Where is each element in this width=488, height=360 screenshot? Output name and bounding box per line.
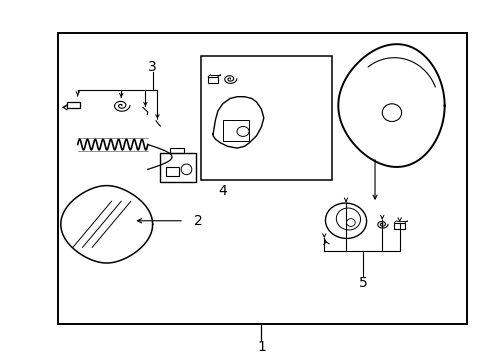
Bar <box>160 153 196 182</box>
Bar <box>58 33 466 324</box>
Text: 4: 4 <box>218 184 226 198</box>
Text: 3: 3 <box>148 59 157 73</box>
Text: 5: 5 <box>358 276 366 290</box>
Bar <box>201 56 331 180</box>
Bar <box>67 102 80 108</box>
Text: 2: 2 <box>193 214 202 228</box>
Bar <box>165 167 179 176</box>
Bar <box>223 120 249 141</box>
Bar <box>208 77 218 82</box>
Text: 1: 1 <box>257 340 265 354</box>
Bar <box>169 148 183 153</box>
Bar <box>393 222 404 229</box>
